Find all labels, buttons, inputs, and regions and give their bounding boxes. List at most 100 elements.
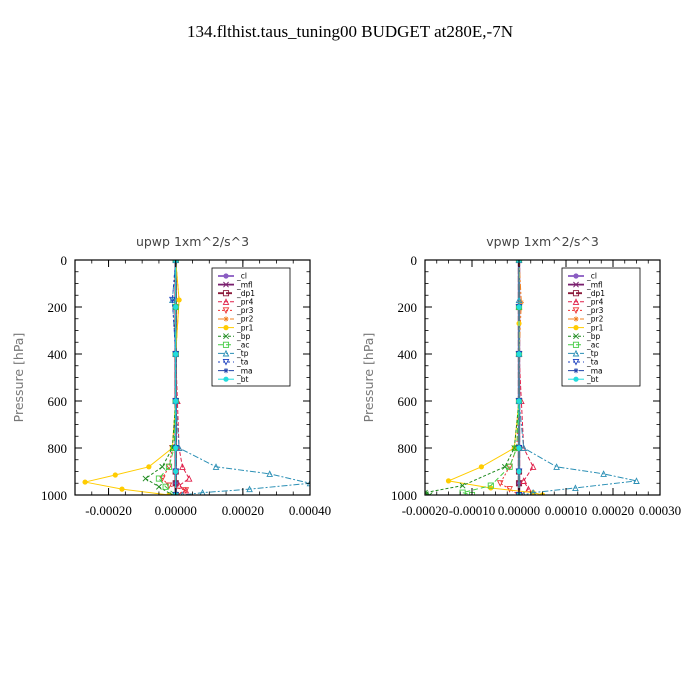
series-point-pr1 <box>146 464 152 470</box>
series-point-ac <box>487 482 494 489</box>
series-point-bt <box>516 445 522 451</box>
legend-label-pr4: _pr4 <box>586 298 604 307</box>
legend-label-bp: _bp <box>586 332 601 341</box>
legend-marker-pr2 <box>573 316 579 322</box>
legend-marker-pr4 <box>222 298 230 305</box>
legend-marker-cl <box>223 273 229 279</box>
series-point-pr3 <box>182 487 190 494</box>
y-tick-label: 200 <box>48 300 68 315</box>
legend-marker-bp <box>223 333 229 340</box>
legend-label-pr2: _pr2 <box>586 315 604 324</box>
legend-label-pr2: _pr2 <box>236 315 254 324</box>
series-point-pr3 <box>158 475 166 483</box>
y-tick-label: 600 <box>48 394 68 409</box>
series-line-pr3 <box>499 260 520 495</box>
y-tick-label: 400 <box>48 347 68 362</box>
series-point-tp <box>572 484 579 491</box>
series-point-pr4 <box>529 463 537 470</box>
legend-marker-ac <box>222 341 230 348</box>
y-axis-label: Pressure [hPa] <box>11 333 26 423</box>
series-point-tp <box>633 477 640 484</box>
series-line-pr1 <box>84 260 180 495</box>
legend-label-bt: _bt <box>236 375 249 384</box>
series-point-bt <box>516 351 522 357</box>
series-point-tp <box>520 444 528 452</box>
y-tick-label: 200 <box>398 300 418 315</box>
legend-marker-ta <box>222 358 230 366</box>
legend-label-cl: _cl <box>586 272 597 281</box>
legend-marker-pr1 <box>223 325 229 331</box>
legend-marker-tp <box>222 349 230 357</box>
series-line-ac <box>462 260 520 495</box>
legend-label-bp: _bp <box>236 332 251 341</box>
legend: _cl_mfl_dp1_pr4_pr3_pr2_pr1_bp_ac_tp_ta_… <box>561 267 641 387</box>
series-point-tp <box>266 470 274 477</box>
series-group <box>82 260 310 495</box>
panel-2: vpwp 1xm^2/s^3 Pressure [hPa] 0 200 400 600 80… <box>361 234 681 518</box>
x-tick-label: -0.00020 <box>85 503 132 518</box>
series-point-bp <box>159 463 166 470</box>
legend-marker-mfl <box>573 281 579 288</box>
series-point-tp <box>600 470 607 477</box>
legend-label-ta: _ta <box>586 358 598 367</box>
series-point-bt <box>516 398 522 404</box>
y-tick-label: 600 <box>398 394 418 409</box>
legend-label-mfl: _mfl <box>586 280 603 289</box>
series-point-pr1 <box>119 486 125 492</box>
legend-marker-ma <box>223 368 229 374</box>
series-point-bt <box>516 468 522 475</box>
series-point-pr1 <box>478 464 484 470</box>
series-point-tp <box>530 489 537 495</box>
series-point-bp <box>142 475 149 482</box>
x-tick-label: 0.00010 <box>545 503 587 518</box>
x-tick-label: 0.00030 <box>639 503 681 518</box>
y-tick-label: 1000 <box>391 488 417 503</box>
legend-label-ta: _ta <box>236 358 248 367</box>
legend-marker-pr1 <box>573 325 579 331</box>
y-tick-label: 800 <box>398 441 418 456</box>
legend-label-mfl: _mfl <box>236 280 253 289</box>
legend-marker-ac <box>572 341 580 348</box>
legend-marker-mfl <box>223 281 229 288</box>
legend-label-pr3: _pr3 <box>586 306 604 315</box>
series-point-pr4 <box>179 463 186 470</box>
y-tick-label: 400 <box>398 347 418 362</box>
series-point-pr3 <box>496 480 504 487</box>
x-tick-label: 0.00020 <box>592 503 634 518</box>
series-line-pr4 <box>175 260 190 495</box>
legend-label-pr4: _pr4 <box>236 298 254 307</box>
legend-label-ac: _ac <box>236 341 249 350</box>
series-line-pr4 <box>518 260 534 495</box>
series-point-bp <box>156 483 162 490</box>
legend-marker-bp <box>573 333 579 340</box>
legend-label-tp: _tp <box>586 349 599 358</box>
legend-label-ma: _ma <box>586 366 603 375</box>
series-point-tp <box>246 485 253 493</box>
series-point-ac <box>155 475 162 482</box>
legend-marker-pr2 <box>223 316 229 322</box>
series-point-pr1 <box>82 479 88 485</box>
series-point-ta <box>169 296 176 304</box>
x-tick-label: -0.00020 <box>402 503 449 518</box>
series-point-ac <box>162 483 169 490</box>
series-point-bt <box>173 351 179 357</box>
series-point-bt <box>173 304 179 310</box>
legend-marker-dp1 <box>222 290 230 297</box>
y-tick-label: 800 <box>48 441 68 456</box>
series-point-ac <box>506 463 513 470</box>
series-line-bp <box>425 260 520 495</box>
legend-marker-tp <box>572 349 580 357</box>
legend-marker-pr3 <box>572 307 580 315</box>
legend-label-pr3: _pr3 <box>236 306 254 315</box>
series-point-pr1 <box>176 297 182 303</box>
y-axis-label: Pressure [hPa] <box>361 333 376 423</box>
series-point-pr4 <box>520 477 528 484</box>
panel-title: upwp 1xm^2/s^3 <box>136 234 249 249</box>
legend-marker-cl <box>573 273 579 279</box>
series-point-pr3 <box>506 486 513 493</box>
legend-marker-bt <box>223 376 229 382</box>
legend-marker-bt <box>573 376 579 382</box>
x-tick-label: -0.00010 <box>449 503 496 518</box>
x-tick-label: 0.00000 <box>155 503 197 518</box>
